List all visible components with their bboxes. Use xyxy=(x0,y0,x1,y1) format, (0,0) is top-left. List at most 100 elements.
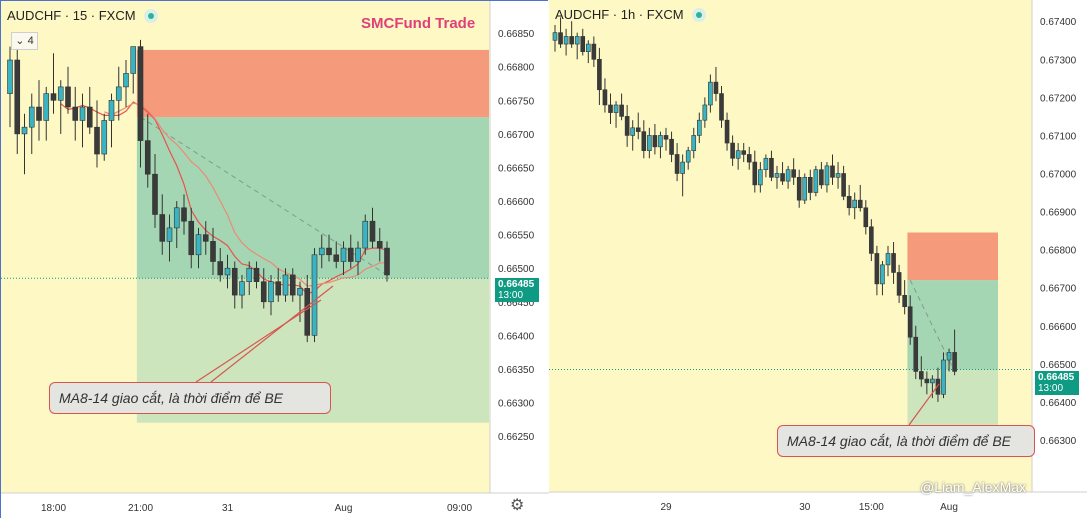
candle-body xyxy=(874,253,880,285)
candle-body xyxy=(763,157,769,170)
candle-body xyxy=(807,177,813,193)
candle-body xyxy=(217,261,224,276)
right-symbol-legend[interactable]: AUDCHF · 1h · FXCM xyxy=(555,7,706,22)
candle-body xyxy=(43,93,50,121)
candle-body xyxy=(730,142,735,159)
right-chart-canvas[interactable]: 0.66300 0.66400 0.66500 0.66600 0.66700 0.668… xyxy=(549,0,1087,524)
price-tick-label: 0.66500 xyxy=(1040,360,1077,371)
candle-body xyxy=(691,135,697,151)
candle-body xyxy=(239,281,245,296)
time-tick-label: 18:00 xyxy=(41,503,66,514)
candle-body xyxy=(835,173,841,178)
price-axis xyxy=(1032,0,1087,524)
target-zone xyxy=(136,117,489,279)
candle-body xyxy=(619,104,624,117)
candle-body xyxy=(369,220,376,242)
price-tick-label: 0.66600 xyxy=(1040,322,1077,333)
candle-body xyxy=(173,207,180,229)
annotation-pointer xyxy=(195,299,322,383)
gear-icon[interactable]: ⚙ xyxy=(510,497,525,514)
right-chart-panel: 0.66300 0.66400 0.66500 0.66600 0.66700 0.668… xyxy=(549,0,1087,524)
candle-body xyxy=(674,154,680,174)
collapse-indicators-button[interactable]: ⌄ 4 xyxy=(11,32,38,50)
candle-body xyxy=(713,81,719,94)
candle-body xyxy=(558,32,563,45)
candle-body xyxy=(311,254,318,336)
time-tick-label: Aug xyxy=(335,503,353,514)
candle-body xyxy=(115,86,122,101)
candle-body xyxy=(880,264,885,285)
right-annotation-callout[interactable]: MA8-14 giao cắt, là thời điểm để BE xyxy=(777,425,1035,457)
candle-body xyxy=(774,173,780,178)
market-status-icon xyxy=(691,8,706,22)
price-tick-label: 0.66450 xyxy=(498,298,535,309)
candle-body xyxy=(231,267,238,296)
candle-body xyxy=(719,93,724,121)
candle-body xyxy=(685,150,691,163)
candle-body xyxy=(86,106,93,128)
candle-body xyxy=(907,306,913,338)
candle-body xyxy=(802,177,808,201)
candle-body xyxy=(613,104,619,113)
candle-body xyxy=(152,173,158,215)
candle-body xyxy=(946,352,952,361)
candle-body xyxy=(246,267,253,282)
candle-body xyxy=(602,89,608,106)
time-axis xyxy=(549,492,1032,524)
candle-body xyxy=(857,199,863,209)
price-tick-label: 0.66300 xyxy=(1040,436,1077,447)
candle-body xyxy=(785,169,791,182)
candle-body xyxy=(260,281,267,303)
time-tick-label: 09:00 xyxy=(447,503,472,514)
price-tick-label: 0.66750 xyxy=(498,96,535,107)
candle-body xyxy=(253,267,260,282)
candle-body xyxy=(36,106,42,121)
candle-body xyxy=(580,36,586,52)
indicator-count: 4 xyxy=(27,35,34,47)
candle-body xyxy=(658,135,663,148)
candle-body xyxy=(869,226,874,254)
price-tick-label: 0.66250 xyxy=(498,432,535,443)
price-tick-label: 0.66550 xyxy=(498,231,535,242)
price-tick-label: 0.66650 xyxy=(498,163,535,174)
stop-loss-zone xyxy=(907,232,998,281)
candle-body xyxy=(159,214,166,242)
candle-body xyxy=(891,253,896,273)
price-tick-label: 0.66600 xyxy=(498,197,535,208)
candle-body xyxy=(708,81,713,106)
candle-body xyxy=(268,281,274,303)
candle-body xyxy=(123,73,129,88)
time-tick-label: 31 xyxy=(222,503,234,514)
candle-body xyxy=(724,119,730,144)
candle-body xyxy=(50,93,57,101)
candle-body xyxy=(347,247,354,262)
candle-body xyxy=(72,106,79,121)
candle-body xyxy=(824,165,830,186)
left-symbol-legend[interactable]: AUDCHF · 15 · FXCM xyxy=(7,8,158,23)
candle-body xyxy=(702,104,708,121)
candle-body xyxy=(275,281,282,296)
candle-body xyxy=(752,161,758,186)
time-axis xyxy=(1,493,490,519)
left-annotation-callout[interactable]: MA8-14 giao cắt, là thời điểm để BE xyxy=(49,382,331,414)
candle-body xyxy=(597,58,602,91)
candle-body xyxy=(14,59,21,135)
ma8-line xyxy=(60,101,388,296)
price-tick-label: 0.66700 xyxy=(1040,284,1077,295)
left-current-price-tag: 0.66485 13:00 xyxy=(495,278,539,302)
time-tick-label: Aug xyxy=(940,502,958,513)
brand-watermark: SMCFund Trade xyxy=(361,15,476,32)
candle-body xyxy=(79,106,86,121)
candle-body xyxy=(863,207,869,228)
candle-body xyxy=(340,247,347,262)
candle-body xyxy=(181,207,187,222)
candle-body xyxy=(746,154,752,163)
candle-body xyxy=(841,173,846,197)
candle-body xyxy=(924,378,930,384)
price-tick-label: 0.66400 xyxy=(1040,398,1077,409)
candle-body xyxy=(202,234,209,242)
price-tick-label: 0.66350 xyxy=(498,365,535,376)
right-symbol-label: AUDCHF · 1h · FXCM xyxy=(555,7,684,22)
left-chart-canvas[interactable]: 0.66250 0.66300 0.66350 0.66400 0.66450 0.665… xyxy=(1,1,549,519)
candle-body xyxy=(769,157,774,178)
